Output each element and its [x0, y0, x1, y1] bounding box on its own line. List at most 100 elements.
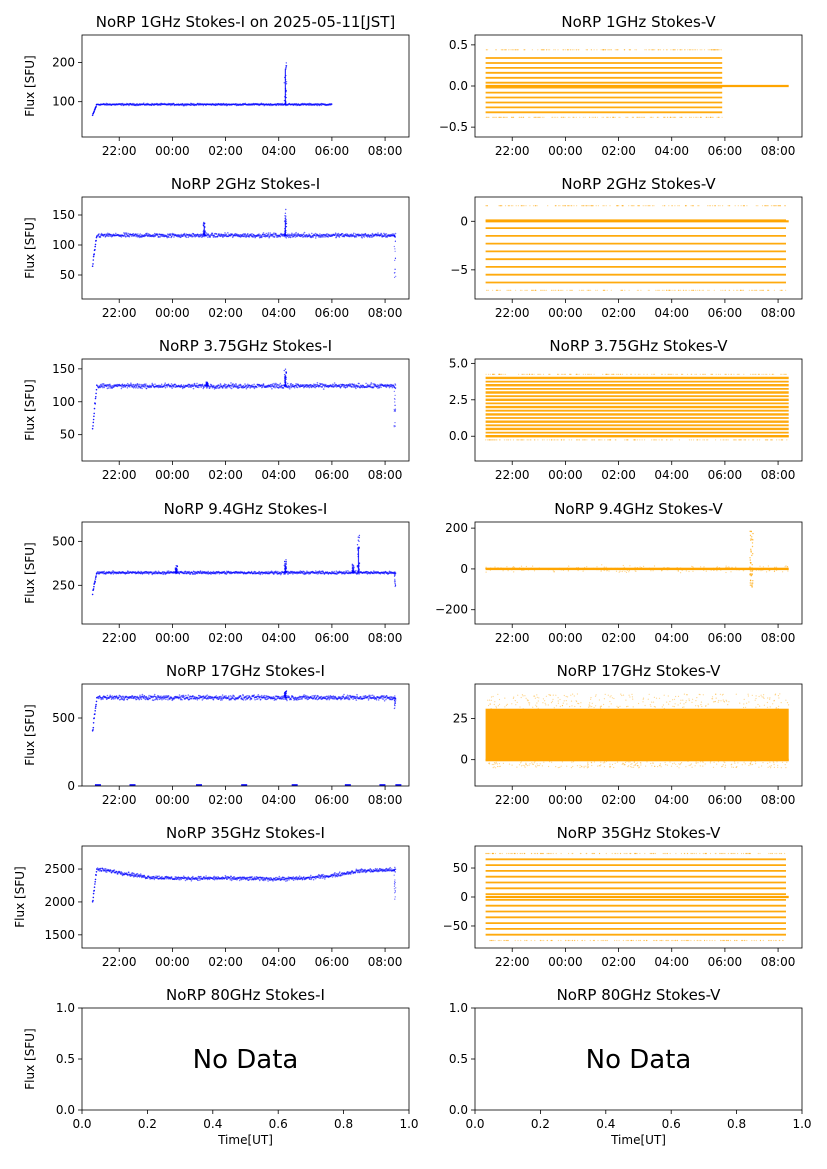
data-point: [675, 373, 677, 375]
data-point: [553, 116, 555, 118]
data-point: [749, 373, 752, 375]
y-axis-label: Flux [SFU]: [23, 55, 37, 116]
data-point: [514, 49, 516, 51]
data-point: [677, 289, 680, 291]
data-point: [721, 116, 723, 118]
x-tick-label: 04:00: [261, 631, 296, 645]
data-point: [609, 116, 611, 118]
data-point: [720, 289, 722, 291]
data-point: [345, 233, 347, 235]
data-point: [686, 373, 689, 375]
data-point: [295, 231, 297, 234]
x-tick-label: 04:00: [261, 306, 296, 320]
data-point: [498, 289, 500, 291]
axes-frame: [81, 196, 410, 300]
data-point: [707, 49, 709, 51]
data-point: [634, 49, 636, 51]
data-point: [285, 237, 288, 239]
data-point: [202, 224, 205, 227]
data-point: [652, 570, 654, 572]
data-point: [567, 49, 569, 51]
data-point: [784, 568, 787, 571]
data-point: [244, 383, 246, 385]
data-layer: [91, 368, 397, 430]
data-point: [176, 565, 178, 567]
y-axis-label: Flux [SFU]: [23, 379, 37, 440]
data-point: [607, 49, 609, 51]
data-point: [394, 250, 396, 252]
data-point: [586, 289, 588, 291]
data-point: [600, 568, 603, 570]
data-point: [498, 116, 501, 118]
data-point: [486, 289, 488, 291]
x-axis: 22:00 00:00 02:00 04:00 06:00 08:00: [495, 299, 795, 320]
data-point: [487, 568, 490, 570]
data-point: [748, 568, 750, 571]
data-point: [635, 49, 638, 51]
data-point: [601, 116, 603, 118]
data-point: [537, 439, 539, 441]
data-point: [549, 439, 551, 441]
data-point: [206, 381, 208, 383]
x-tick-label: 22:00: [495, 468, 530, 482]
data-point: [531, 49, 534, 51]
data-point: [338, 236, 341, 238]
data-point: [517, 568, 519, 570]
data-point: [771, 439, 773, 441]
x-tick-label: 08:00: [368, 631, 403, 645]
data-point: [92, 421, 95, 424]
data-point: [493, 439, 495, 441]
data-point: [764, 439, 767, 441]
data-point: [370, 382, 373, 384]
data-point: [517, 49, 519, 51]
data-point: [139, 233, 142, 235]
data-point: [593, 373, 595, 375]
data-point: [780, 373, 782, 375]
data-point: [650, 570, 652, 572]
data-point: [736, 289, 738, 291]
data-point: [659, 289, 661, 291]
data-point: [688, 439, 691, 441]
data-point: [596, 566, 598, 568]
data-point: [607, 439, 609, 441]
data-point: [699, 289, 701, 291]
data-point: [201, 383, 204, 386]
data-point: [607, 116, 609, 118]
data-point: [619, 116, 621, 118]
data-point: [648, 205, 650, 207]
data-point: [738, 569, 740, 571]
data-point: [277, 570, 279, 573]
data-point: [673, 116, 675, 118]
data-point: [501, 49, 503, 51]
data-point: [154, 383, 156, 386]
data-point: [621, 569, 624, 571]
data-point: [492, 116, 494, 118]
data-point: [680, 567, 682, 569]
data-point: [601, 439, 603, 441]
data-point: [717, 116, 720, 118]
data-point: [615, 439, 617, 441]
data-point: [526, 289, 528, 291]
data-point: [557, 439, 559, 441]
data-point: [689, 116, 691, 118]
data-point: [126, 387, 129, 389]
data-point: [394, 257, 396, 259]
data-point: [616, 49, 618, 51]
data-point: [170, 233, 172, 235]
data-point: [395, 585, 397, 587]
x-tick-label: 06:00: [315, 306, 350, 320]
data-point: [572, 116, 574, 118]
data-point: [215, 233, 218, 235]
data-point: [709, 116, 712, 118]
data-point: [757, 373, 760, 375]
data-point: [345, 386, 347, 389]
data-point: [171, 387, 173, 389]
data-point: [606, 289, 608, 291]
data-point: [394, 581, 396, 583]
data-point: [394, 404, 396, 407]
data-point: [598, 568, 600, 570]
data-point: [485, 373, 487, 375]
data-point: [385, 233, 388, 235]
data-point: [690, 568, 693, 570]
data-point: [394, 268, 396, 270]
